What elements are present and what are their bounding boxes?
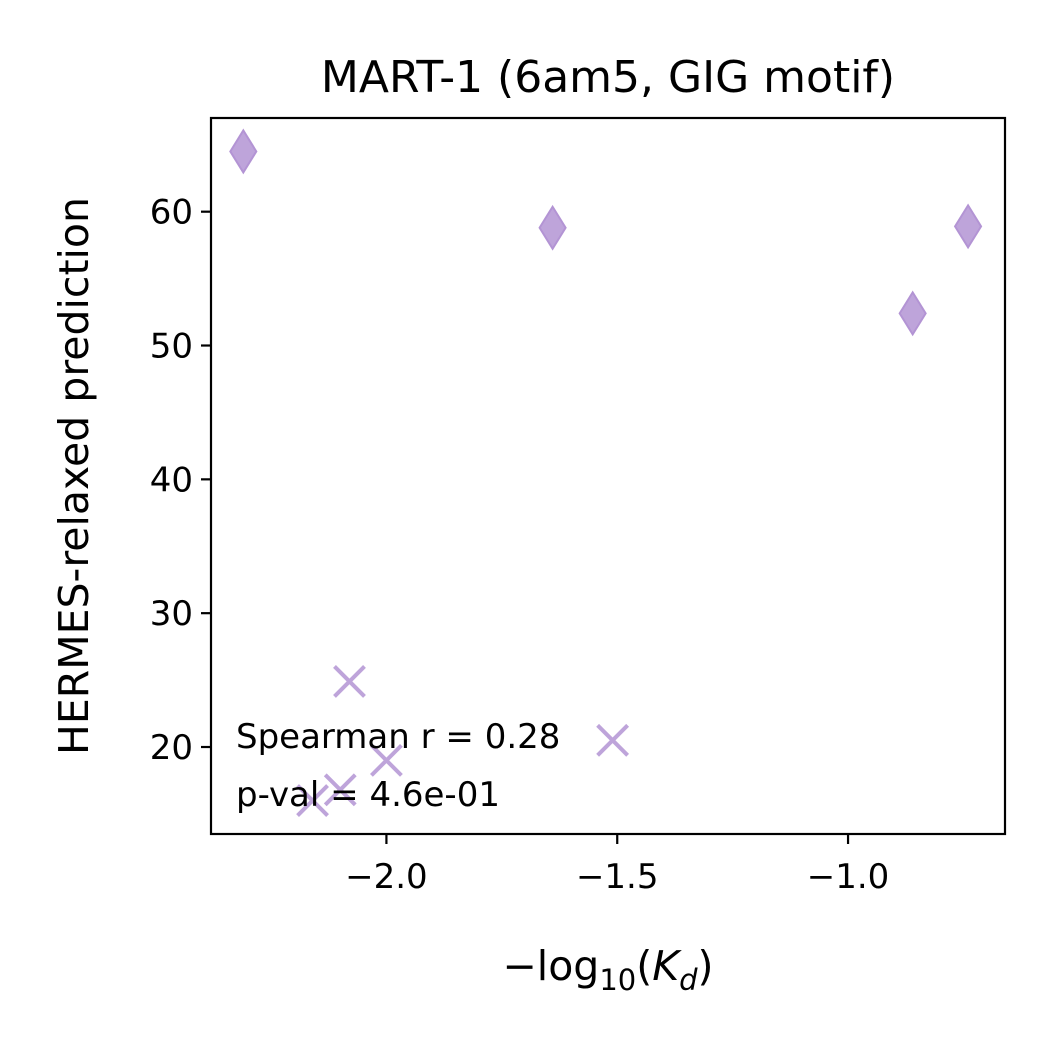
x-axis: −2.0 −1.5 −1.0	[345, 834, 889, 897]
y-tick-label: 60	[150, 193, 193, 233]
x-point	[323, 773, 357, 807]
y-tick-label: 40	[150, 460, 193, 500]
x-point	[370, 743, 403, 777]
x-label-open-paren: (	[636, 942, 652, 990]
x-point	[333, 665, 366, 698]
x-label-prefix: −log	[502, 942, 599, 990]
x-tick-label: −2.0	[345, 857, 428, 897]
x-label-subscript: 10	[599, 963, 636, 997]
x-label-variable: K	[652, 942, 682, 990]
x-point	[596, 723, 630, 757]
annotation-pval: p-val = 4.6e-01	[236, 775, 500, 815]
plot-frame	[209, 116, 1007, 836]
x-point	[296, 784, 329, 817]
x-tick-label: −1.5	[576, 857, 659, 897]
x-label-close-paren: )	[698, 942, 714, 990]
diamond-point	[953, 203, 983, 250]
y-tick-label: 20	[150, 728, 193, 768]
diamond-point	[538, 204, 567, 251]
y-tick-label: 30	[150, 594, 193, 634]
y-axis-label: HERMES-relaxed prediction	[50, 197, 98, 755]
x-axis-label: −log10(Kd)	[502, 942, 713, 997]
y-axis: 20 30 40 50 60	[150, 193, 211, 768]
x-tick-label: −1.0	[807, 857, 890, 897]
points-layer	[229, 128, 983, 817]
diamond-point	[898, 290, 927, 337]
chart-title: MART-1 (6am5, GIG motif)	[321, 52, 895, 103]
annotation-spearman: Spearman r = 0.28	[236, 717, 560, 757]
x-label-variable-subscript: d	[679, 963, 698, 997]
y-tick-label: 50	[150, 327, 193, 367]
diamond-point	[229, 128, 258, 175]
